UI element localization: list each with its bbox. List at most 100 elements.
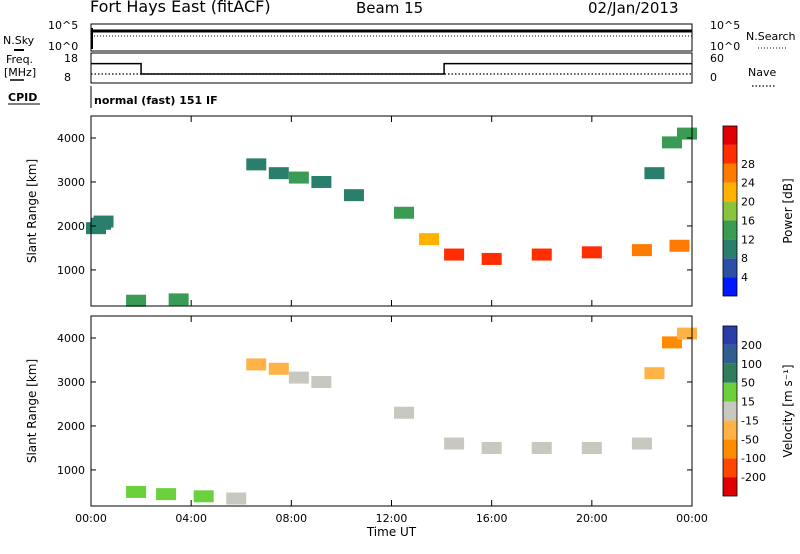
velocity-data-cell bbox=[581, 441, 602, 454]
power-colorbar-segment bbox=[723, 144, 737, 164]
beam-title: Beam 15 bbox=[356, 0, 424, 17]
velocity-y-tick-label: 2000 bbox=[57, 420, 85, 433]
power-data-cell bbox=[288, 171, 309, 184]
velocity-colorbar-tick-label: -50 bbox=[741, 433, 759, 446]
velocity-data-cell bbox=[246, 358, 267, 371]
velocity-y-tick-label: 3000 bbox=[57, 376, 85, 389]
velocity-colorbar-tick-label: 200 bbox=[741, 339, 762, 352]
velocity-panel: 1000 2000 3000 4000 Slant Range [km] 00:00 04:… bbox=[25, 315, 795, 539]
power-colorbar-segment bbox=[723, 239, 737, 259]
power-colorbar-tick-label: 24 bbox=[741, 177, 755, 190]
power-data-cell bbox=[676, 127, 697, 140]
nave-tick-low: 0 bbox=[710, 71, 717, 84]
velocity-data-cell bbox=[481, 441, 502, 454]
noise-panel-frame bbox=[90, 23, 693, 52]
velocity-x-tick-label: 08:00 bbox=[275, 512, 307, 525]
power-colorbar-frame bbox=[722, 125, 738, 297]
velocity-data-cell bbox=[661, 336, 682, 349]
power-colorbar-segment bbox=[723, 163, 737, 183]
frequency-series-line bbox=[91, 62, 692, 75]
noise-tick-low-left: 10^0 bbox=[48, 40, 78, 53]
power-colorbar-segment bbox=[723, 126, 737, 145]
velocity-colorbar-segment bbox=[723, 420, 737, 440]
status-strip: N.Sky 10^5 10^0 10^5 10^0 N.Search Freq.… bbox=[3, 19, 796, 108]
velocity-x-tick-label: 16:00 bbox=[476, 512, 508, 525]
velocity-x-tick-label: 00:00 bbox=[676, 512, 708, 525]
velocity-x-tick-label: 12:00 bbox=[376, 512, 408, 525]
velocity-colorbar-tick-label: -15 bbox=[741, 414, 759, 427]
velocity-data-cell bbox=[156, 488, 177, 501]
velocity-colorbar-segment bbox=[723, 439, 737, 459]
velocity-data-cell bbox=[676, 327, 697, 340]
velocity-data-cell bbox=[288, 371, 309, 384]
velocity-colorbar-segment bbox=[723, 401, 737, 421]
power-colorbar-tick-label: 12 bbox=[741, 233, 755, 246]
power-colorbar-segment bbox=[723, 182, 737, 202]
power-data-cell bbox=[311, 175, 332, 188]
velocity-colorbar-segment bbox=[723, 382, 737, 402]
power-data-cell bbox=[168, 293, 189, 306]
nsky-label: N.Sky bbox=[3, 34, 35, 47]
power-y-tick-label: 1000 bbox=[57, 264, 85, 277]
freq-label: Freq. bbox=[6, 53, 33, 66]
power-colorbar-segment bbox=[723, 258, 737, 278]
velocity-colorbar-tick-label: 15 bbox=[741, 396, 755, 409]
cpid-label: CPID bbox=[8, 91, 37, 104]
power-colorbar-label: Power [dB] bbox=[781, 178, 795, 243]
nsearch-label: N.Search bbox=[746, 30, 796, 43]
power-plot-frame bbox=[90, 115, 693, 307]
velocity-x-tick-label: 00:00 bbox=[75, 512, 107, 525]
velocity-data-cell bbox=[311, 375, 332, 388]
date-title: 02/Jan/2013 bbox=[588, 0, 679, 17]
velocity-colorbar-segment bbox=[723, 344, 737, 364]
velocity-data-cell bbox=[644, 367, 665, 380]
power-data-cell bbox=[419, 233, 440, 246]
velocity-data-cell bbox=[631, 437, 652, 450]
velocity-data-cell bbox=[531, 441, 552, 454]
velocity-data-cell bbox=[126, 485, 147, 498]
velocity-colorbar-tick-label: -200 bbox=[741, 471, 766, 484]
velocity-colorbar-tick-label: 100 bbox=[741, 358, 762, 371]
station-title: Fort Hays East (fitACF) bbox=[90, 0, 271, 16]
power-colorbar-segment bbox=[723, 277, 737, 296]
power-y-axis-label: Slant Range [km] bbox=[25, 159, 39, 263]
velocity-data-cell bbox=[268, 362, 289, 375]
power-data-cell bbox=[581, 246, 602, 259]
power-data-cell bbox=[93, 215, 114, 228]
velocity-colorbar-tick-label: 50 bbox=[741, 377, 755, 390]
velocity-data-cell bbox=[394, 406, 415, 419]
cpid-value: normal (fast) 151 IF bbox=[94, 94, 218, 107]
power-colorbar-tick-label: 28 bbox=[741, 158, 755, 171]
velocity-colorbar-segment bbox=[723, 326, 737, 345]
freq-panel-frame bbox=[90, 52, 693, 84]
power-data-cell bbox=[661, 136, 682, 149]
power-y-tick-label: 3000 bbox=[57, 176, 85, 189]
power-data-cell bbox=[644, 167, 665, 180]
freq-unit: [MHz] bbox=[4, 66, 36, 79]
power-colorbar-segment bbox=[723, 220, 737, 240]
power-data-cell bbox=[394, 206, 415, 219]
power-colorbar-tick-label: 20 bbox=[741, 196, 755, 209]
noise-tick-high-left: 10^5 bbox=[48, 19, 78, 32]
power-data-cell bbox=[444, 248, 465, 261]
velocity-colorbar-frame bbox=[722, 325, 738, 497]
power-data-cell bbox=[343, 189, 364, 202]
power-data-cell bbox=[531, 248, 552, 261]
freq-tick-low: 8 bbox=[64, 71, 71, 84]
freq-tick-high: 18 bbox=[64, 52, 78, 65]
velocity-data-cell bbox=[226, 492, 247, 505]
power-colorbar-tick-label: 16 bbox=[741, 214, 755, 227]
velocity-colorbar-label: Velocity [m s⁻¹] bbox=[781, 364, 795, 457]
power-colorbar-segment bbox=[723, 201, 737, 221]
velocity-y-tick-label: 1000 bbox=[57, 464, 85, 477]
power-data-cell bbox=[481, 252, 502, 265]
power-colorbar-tick-label: 8 bbox=[741, 252, 748, 265]
power-data-cell bbox=[126, 294, 147, 307]
noise-tick-low-right: 10^0 bbox=[710, 40, 740, 53]
velocity-y-axis-label: Slant Range [km] bbox=[25, 359, 39, 463]
velocity-x-tick-label: 20:00 bbox=[576, 512, 608, 525]
velocity-x-axis-label: Time UT bbox=[366, 525, 417, 539]
power-y-tick-label: 4000 bbox=[57, 132, 85, 145]
velocity-plot-frame bbox=[90, 315, 693, 507]
